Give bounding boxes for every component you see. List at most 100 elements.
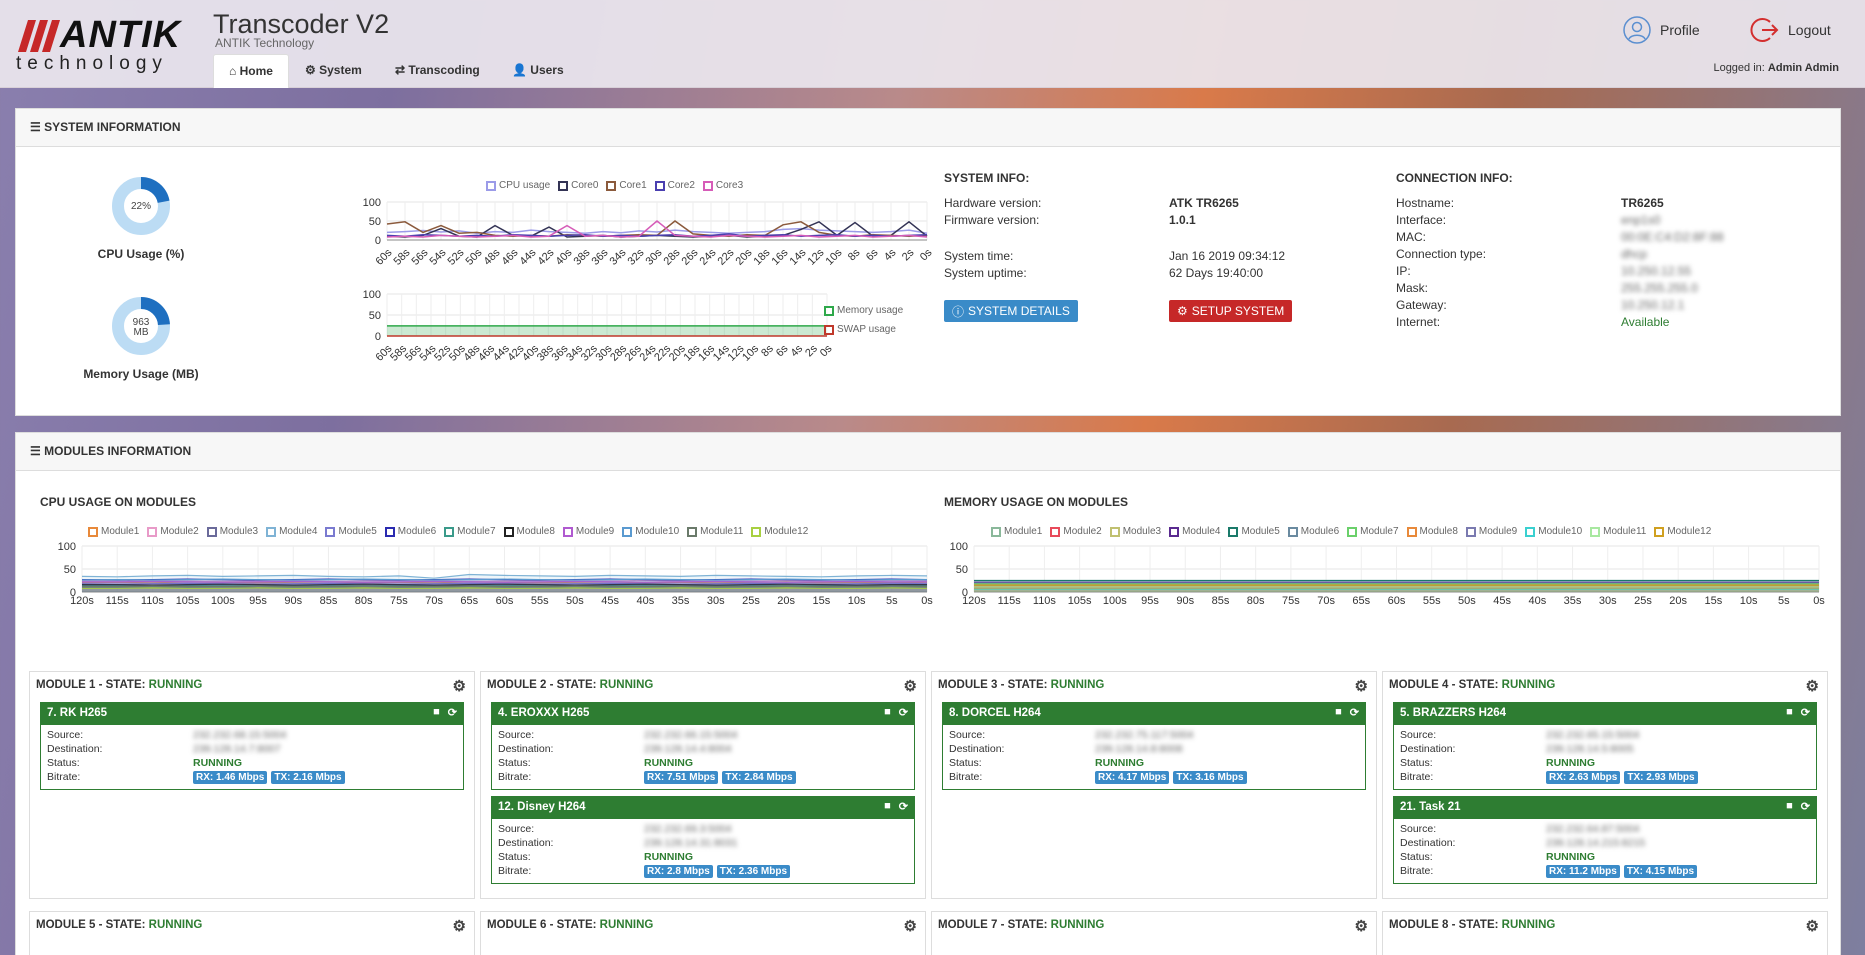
legend-item[interactable]: Module5 <box>1228 526 1280 537</box>
gear-icon[interactable]: ⚙ <box>903 918 917 935</box>
legend-swatch <box>486 180 496 191</box>
logged-in-user: Admin Admin <box>1767 62 1839 74</box>
task-header: 4. EROXXX H265 ■ ⟳ <box>492 703 914 725</box>
field-label: Bitrate: <box>1400 771 1434 783</box>
refresh-icon[interactable]: ⟳ <box>1800 801 1810 813</box>
logout-link[interactable]: Logout <box>1750 12 1831 48</box>
tab-users[interactable]: 👤 Users <box>512 63 564 77</box>
x-tick-label: 40s <box>636 595 654 607</box>
module-state: RUNNING <box>148 679 203 691</box>
module-card: MODULE 8 - STATE: RUNNING ⚙ <box>1382 911 1828 955</box>
gateway: 10.250.12.1 <box>1621 298 1685 312</box>
y-tick-label: 100 <box>58 541 76 553</box>
gear-icon[interactable]: ⚙ <box>1805 918 1819 935</box>
legend-item[interactable]: Module3 <box>1109 526 1161 537</box>
x-tick-label: 120s <box>70 595 94 607</box>
rx-badge: RX: 2.8 Mbps <box>644 865 713 878</box>
series-line <box>82 585 928 588</box>
task-header: 12. Disney H264 ■ ⟳ <box>492 797 914 819</box>
task-source: 232.232.65.15:5004 <box>1546 729 1640 741</box>
legend-label: Module8 <box>516 526 555 537</box>
modules-information-panel: ☰ MODULES INFORMATION CPU USAGE ON MODUL… <box>15 432 1841 955</box>
gear-icon[interactable]: ⚙ <box>1354 918 1368 935</box>
legend-item[interactable]: Module1 <box>991 526 1042 537</box>
logged-in-text: Logged in: Admin Admin <box>1713 62 1839 74</box>
x-tick-label: 25s <box>1634 595 1652 607</box>
legend-item[interactable]: Module11 <box>1590 526 1646 537</box>
legend-item[interactable]: SWAP usage <box>824 324 896 335</box>
tab-system[interactable]: ⚙ System <box>305 63 362 77</box>
legend-item[interactable]: Module10 <box>1525 526 1582 537</box>
legend-item[interactable]: Module6 <box>1287 526 1339 537</box>
module-state-prefix: - STATE: <box>1448 679 1502 691</box>
task-bitrate: RX: 4.17 Mbps TX: 3.16 Mbps <box>1095 770 1251 785</box>
x-tick-label: 14s <box>787 246 808 267</box>
status-row: Status: RUNNING <box>949 756 1359 770</box>
stop-icon[interactable]: ■ <box>884 706 891 718</box>
refresh-icon[interactable]: ⟳ <box>447 707 457 719</box>
field-label: Status: <box>1400 851 1433 863</box>
tab-transcoding[interactable]: ⇄ Transcoding <box>395 63 480 77</box>
gear-icon[interactable]: ⚙ <box>1354 678 1368 695</box>
x-tick-label: 60s <box>1388 595 1406 607</box>
gear-icon[interactable]: ⚙ <box>903 678 917 695</box>
legend-swatch <box>606 180 617 191</box>
legend-item[interactable]: Module11 <box>687 526 743 537</box>
setup-system-button[interactable]: ⚙ SETUP SYSTEM <box>1169 300 1293 322</box>
legend-item[interactable]: Module8 <box>503 526 555 537</box>
module-header: MODULE 5 - STATE: RUNNING ⚙ <box>30 912 474 942</box>
refresh-icon[interactable]: ⟳ <box>898 801 908 813</box>
legend-item[interactable]: Core3 <box>702 180 743 191</box>
refresh-icon[interactable]: ⟳ <box>898 707 908 719</box>
legend-item[interactable]: Core0 <box>558 180 598 191</box>
legend-item[interactable]: Core2 <box>654 180 695 191</box>
legend-swatch <box>824 305 834 316</box>
stop-icon[interactable]: ■ <box>433 706 440 718</box>
legend-item[interactable]: Module2 <box>1050 526 1102 537</box>
refresh-icon[interactable]: ⟳ <box>1349 707 1359 719</box>
gear-icon[interactable]: ⚙ <box>452 678 466 695</box>
module-state: RUNNING <box>1501 919 1556 931</box>
legend-item[interactable]: Module7 <box>444 526 496 537</box>
legend-item[interactable]: Module4 <box>1169 526 1220 537</box>
legend-item[interactable]: Module10 <box>622 526 679 537</box>
stop-icon[interactable]: ■ <box>1335 706 1342 718</box>
legend-item[interactable]: Module3 <box>206 526 258 537</box>
refresh-icon[interactable]: ⟳ <box>1800 707 1810 719</box>
cpu-core-chart: 05010060s58s56s54s52s50s48s46s44s42s40s3… <box>363 197 935 268</box>
home-icon: ⌂ <box>229 64 237 78</box>
legend-item[interactable]: Module12 <box>751 526 808 537</box>
legend-item[interactable]: Memory usage <box>824 305 903 316</box>
tab-home[interactable]: ⌂ Home <box>213 54 289 88</box>
series-line <box>81 578 927 581</box>
task-destination: 239.128.14.7:8007 <box>193 743 281 755</box>
stop-icon[interactable]: ■ <box>1786 706 1793 718</box>
field-label: Destination: <box>1400 743 1456 755</box>
legend-item[interactable]: Module5 <box>325 526 377 537</box>
legend-item[interactable]: Core1 <box>606 180 647 191</box>
legend-item[interactable]: Module4 <box>266 526 317 537</box>
gear-icon[interactable]: ⚙ <box>452 918 466 935</box>
legend-item[interactable]: Module1 <box>88 526 139 537</box>
profile-link[interactable]: Profile <box>1622 12 1700 48</box>
gear-icon[interactable]: ⚙ <box>1805 678 1819 695</box>
legend-item[interactable]: Module7 <box>1347 526 1399 537</box>
app-header: ANTIK technology Transcoder V2 ANTIK Tec… <box>0 0 1865 88</box>
legend-item[interactable]: Module9 <box>1465 526 1517 537</box>
stop-icon[interactable]: ■ <box>1786 800 1793 812</box>
x-tick-label: 100s <box>1103 595 1127 607</box>
task-actions: ■ ⟳ <box>884 706 908 719</box>
module-state: RUNNING <box>599 919 654 931</box>
legend-item[interactable]: Module6 <box>384 526 436 537</box>
legend-item[interactable]: Module2 <box>147 526 199 537</box>
system-details-button[interactable]: ⓘ SYSTEM DETAILS <box>944 300 1078 322</box>
x-tick-label: 48s <box>481 246 502 267</box>
legend-item[interactable]: Module12 <box>1654 526 1711 537</box>
legend-item[interactable]: Module8 <box>1406 526 1458 537</box>
legend-item[interactable]: CPU usage <box>486 180 550 191</box>
legend-label: CPU usage <box>499 180 551 191</box>
x-tick-label: 90s <box>284 595 302 607</box>
stop-icon[interactable]: ■ <box>884 800 891 812</box>
legend-label: Module5 <box>1241 526 1280 537</box>
legend-item[interactable]: Module9 <box>562 526 614 537</box>
